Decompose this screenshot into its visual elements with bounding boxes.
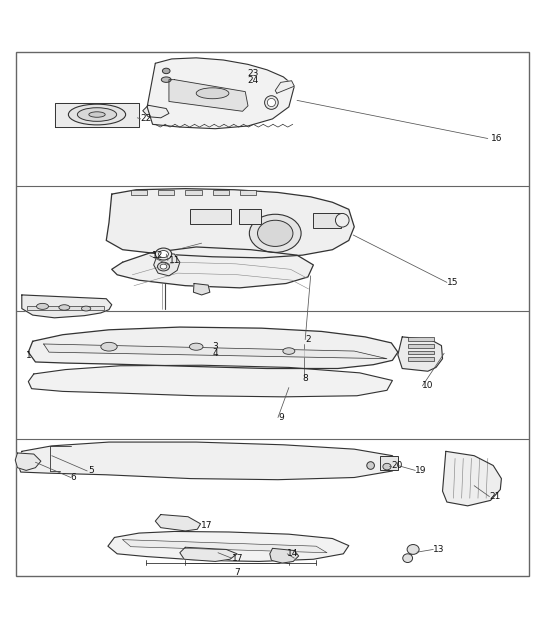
Text: 23: 23	[247, 68, 258, 78]
Text: 7: 7	[234, 568, 240, 577]
Polygon shape	[28, 365, 392, 397]
Text: 8: 8	[302, 374, 308, 383]
Ellipse shape	[258, 220, 293, 246]
Ellipse shape	[37, 303, 49, 310]
Text: 5: 5	[88, 467, 94, 475]
Bar	[27, 306, 104, 310]
Polygon shape	[108, 531, 349, 561]
Polygon shape	[443, 452, 501, 506]
Bar	[313, 213, 341, 228]
Bar	[408, 337, 434, 341]
Polygon shape	[270, 548, 299, 563]
Bar	[239, 209, 261, 224]
Ellipse shape	[161, 77, 171, 82]
Ellipse shape	[159, 251, 168, 257]
Ellipse shape	[69, 104, 125, 125]
Bar	[240, 190, 256, 195]
Polygon shape	[28, 327, 398, 369]
Bar	[131, 190, 147, 195]
Text: 4: 4	[213, 349, 218, 358]
Bar	[185, 190, 202, 195]
Text: 10: 10	[422, 381, 434, 391]
Ellipse shape	[196, 88, 229, 99]
Text: 17: 17	[201, 521, 212, 530]
Text: 3: 3	[213, 342, 219, 351]
Ellipse shape	[268, 99, 276, 107]
Polygon shape	[15, 453, 41, 470]
Text: 9: 9	[278, 413, 284, 422]
Text: 14: 14	[287, 550, 299, 558]
Polygon shape	[147, 58, 294, 129]
Text: 1: 1	[26, 352, 32, 360]
Text: 17: 17	[232, 554, 243, 563]
Ellipse shape	[367, 462, 374, 469]
Ellipse shape	[250, 214, 301, 252]
Bar	[213, 190, 229, 195]
Ellipse shape	[283, 348, 295, 354]
Polygon shape	[169, 80, 248, 111]
Polygon shape	[155, 514, 201, 531]
Text: 21: 21	[489, 492, 501, 501]
Text: 16: 16	[490, 134, 502, 143]
Polygon shape	[123, 539, 327, 553]
Text: 15: 15	[447, 278, 458, 287]
Ellipse shape	[77, 108, 117, 121]
Ellipse shape	[383, 463, 391, 470]
Ellipse shape	[89, 112, 105, 117]
Ellipse shape	[82, 306, 90, 311]
Ellipse shape	[407, 544, 419, 555]
Ellipse shape	[158, 263, 169, 271]
Bar	[158, 190, 174, 195]
Polygon shape	[180, 547, 237, 561]
Text: 22: 22	[141, 114, 152, 123]
Polygon shape	[193, 283, 210, 295]
Text: 20: 20	[391, 461, 403, 470]
Text: 19: 19	[415, 466, 427, 475]
Polygon shape	[154, 253, 180, 276]
Polygon shape	[398, 337, 443, 371]
Polygon shape	[275, 81, 294, 94]
Text: 13: 13	[433, 545, 445, 554]
Text: 12: 12	[152, 251, 163, 260]
Ellipse shape	[190, 343, 203, 350]
Text: 24: 24	[247, 76, 258, 85]
Text: 2: 2	[305, 335, 311, 344]
Polygon shape	[106, 188, 354, 258]
Ellipse shape	[155, 248, 172, 260]
Bar	[380, 457, 398, 470]
Bar	[190, 209, 231, 224]
Polygon shape	[17, 442, 398, 480]
Text: 11: 11	[169, 256, 180, 265]
Ellipse shape	[265, 95, 278, 109]
Polygon shape	[54, 102, 139, 127]
Polygon shape	[22, 295, 112, 318]
Text: 6: 6	[71, 473, 77, 482]
Ellipse shape	[160, 264, 167, 269]
Bar	[408, 350, 434, 354]
Bar	[408, 357, 434, 361]
Polygon shape	[143, 106, 169, 118]
Polygon shape	[112, 247, 313, 288]
Ellipse shape	[162, 68, 170, 73]
Ellipse shape	[101, 342, 117, 351]
Ellipse shape	[336, 214, 349, 227]
Ellipse shape	[59, 305, 70, 310]
Bar	[408, 344, 434, 348]
Polygon shape	[44, 344, 387, 359]
Ellipse shape	[403, 554, 413, 563]
